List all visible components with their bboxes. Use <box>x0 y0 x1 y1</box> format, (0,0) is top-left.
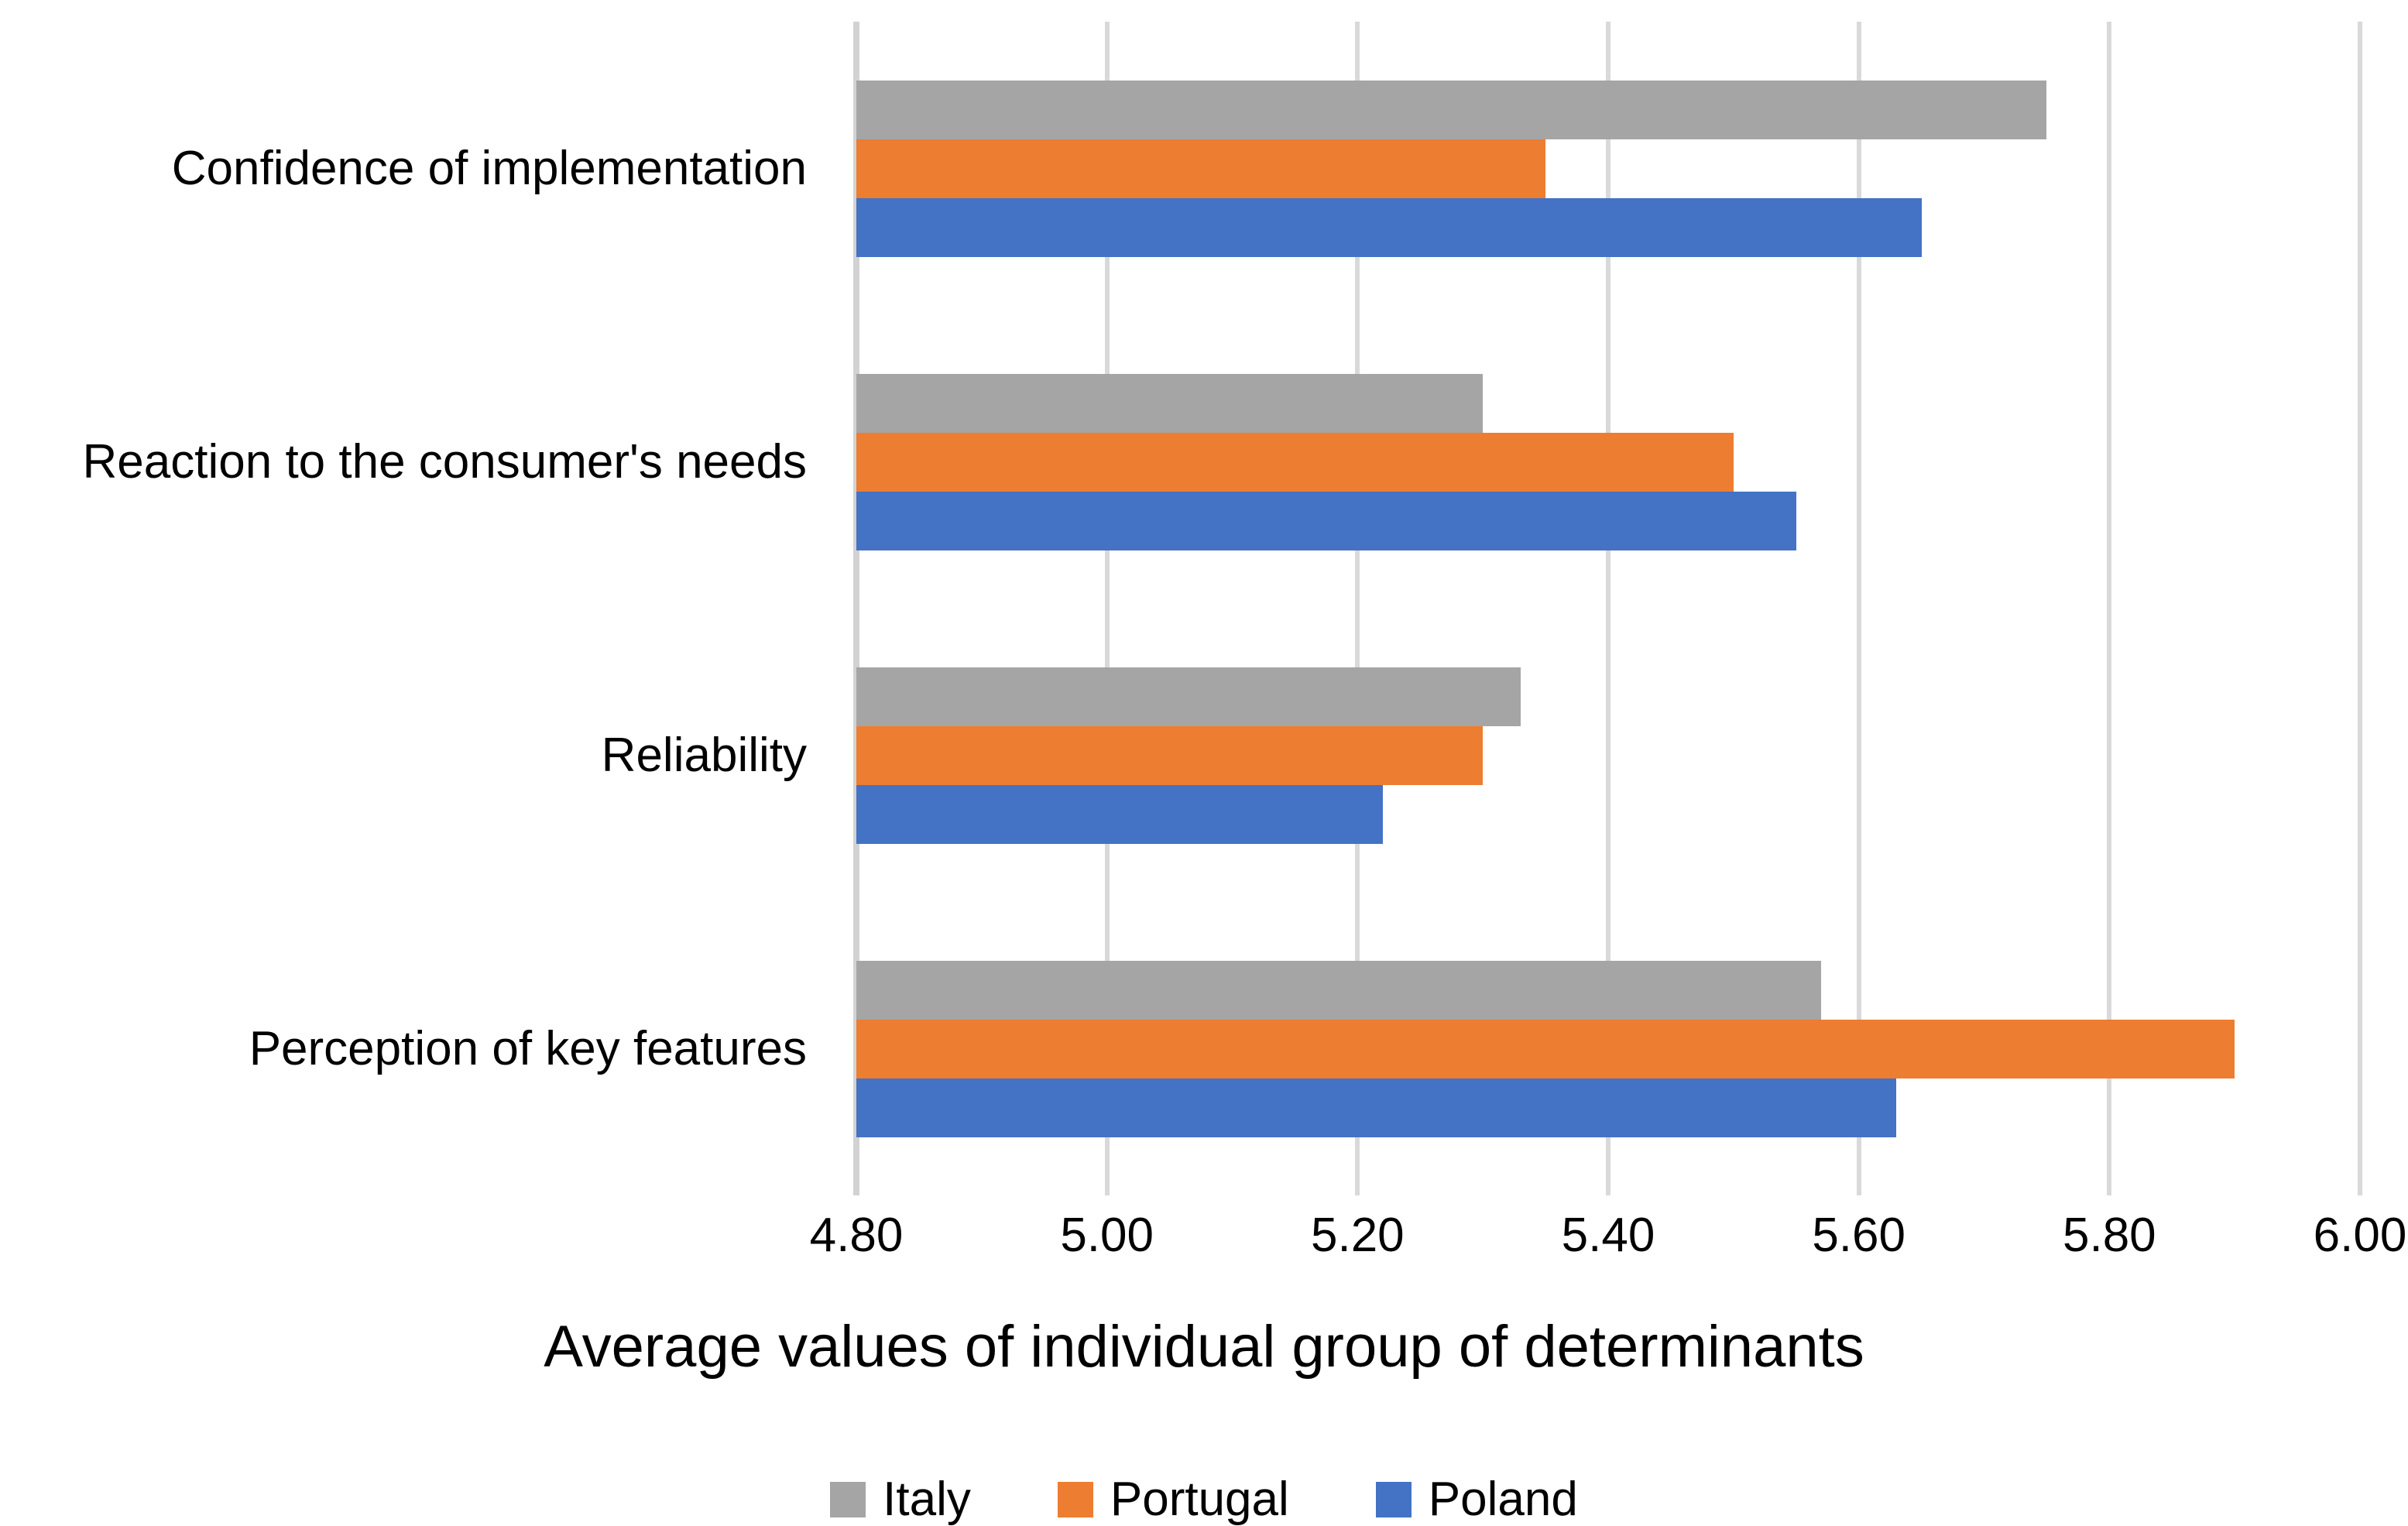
x-tick-label-5.60: 5.60 <box>1812 1209 1905 1262</box>
bar-italy-perception-of-key-features <box>856 960 1822 1020</box>
legend-label-poland: Poland <box>1428 1473 1578 1526</box>
bar-italy-reliability <box>856 667 1521 726</box>
bar-italy-confidence-of-implementation <box>856 80 2047 139</box>
gridline-5.40 <box>1606 22 1610 1195</box>
legend-item-italy: Italy <box>830 1472 971 1526</box>
legend-swatch-italy <box>830 1481 866 1517</box>
plot-area <box>853 22 2362 1195</box>
bar-portugal-perception-of-key-features <box>856 1019 2235 1078</box>
gridline-6.00 <box>2358 22 2362 1195</box>
legend-label-italy: Italy <box>883 1473 971 1526</box>
category-label-reliability: Reliability <box>601 728 807 782</box>
category-label-perception-of-key-features: Perception of key features <box>249 1021 807 1075</box>
bar-group-confidence-of-implementation <box>856 22 2360 315</box>
bar-group-reaction-to-the-consumer-s-needs <box>856 315 2360 609</box>
bar-rows <box>856 22 2360 1195</box>
bar-italy-reaction-to-the-consumer-s-needs <box>856 373 1484 433</box>
bar-portugal-reaction-to-the-consumer-s-needs <box>856 432 1734 492</box>
bar-poland-reaction-to-the-consumer-s-needs <box>856 491 1796 550</box>
bar-poland-perception-of-key-features <box>856 1078 1897 1137</box>
gridline-5.60 <box>1856 22 1861 1195</box>
bar-group-reliability <box>856 609 2360 902</box>
legend-swatch-portugal <box>1057 1481 1093 1517</box>
gridline-5.80 <box>2107 22 2112 1195</box>
gridline-5.00 <box>1104 22 1110 1195</box>
category-label-reaction-to-the-consumer-s-needs: Reaction to the consumer's needs <box>82 434 807 489</box>
x-tick-label-5.80: 5.80 <box>2062 1209 2156 1262</box>
x-tick-label-5.20: 5.20 <box>1310 1209 1405 1262</box>
gridline-5.20 <box>1355 22 1360 1195</box>
x-tick-label-6.00: 6.00 <box>2313 1209 2407 1262</box>
x-axis-ticks: 4.80 5.00 5.20 5.40 5.60 5.80 6.00 <box>810 1195 2407 1270</box>
legend-item-portugal: Portugal <box>1057 1472 1289 1526</box>
value-axis-line <box>853 22 859 1195</box>
legend-swatch-poland <box>1375 1481 1412 1517</box>
bar-poland-confidence-of-implementation <box>856 197 1922 257</box>
bar-group-perception-of-key-features <box>856 902 2360 1195</box>
x-axis-title: Average values of individual group of de… <box>544 1314 1864 1380</box>
bar-portugal-confidence-of-implementation <box>856 139 1546 198</box>
legend: Italy Portugal Poland <box>0 1472 2408 1526</box>
x-tick-label-5.40: 5.40 <box>1561 1209 1655 1262</box>
x-tick-label-4.80: 4.80 <box>809 1209 904 1262</box>
chart-main: Confidence of implementation Reaction to … <box>0 22 2408 1195</box>
bar-portugal-reliability <box>856 725 1484 785</box>
legend-label-portugal: Portugal <box>1110 1473 1289 1526</box>
x-tick-label-5.00: 5.00 <box>1060 1209 1154 1262</box>
legend-item-poland: Poland <box>1375 1472 1578 1526</box>
category-axis: Confidence of implementation Reaction to … <box>0 22 856 1195</box>
category-label-confidence-of-implementation: Confidence of implementation <box>171 141 807 195</box>
bar-poland-reliability <box>856 784 1383 844</box>
